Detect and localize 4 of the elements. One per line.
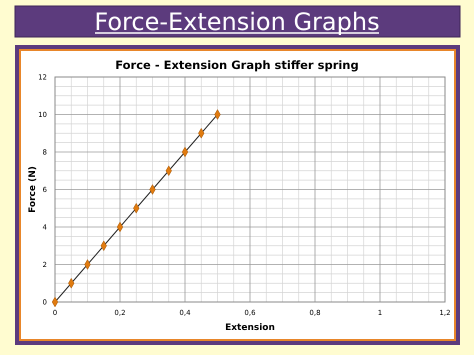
x-axis-title: Extension bbox=[225, 323, 275, 333]
y-axis-title: Force (N) bbox=[28, 166, 38, 213]
chart-subtitle: Force - Extension Graph stiffer spring bbox=[115, 58, 359, 72]
chart-title: Force-Extension Graphs bbox=[94, 8, 380, 36]
